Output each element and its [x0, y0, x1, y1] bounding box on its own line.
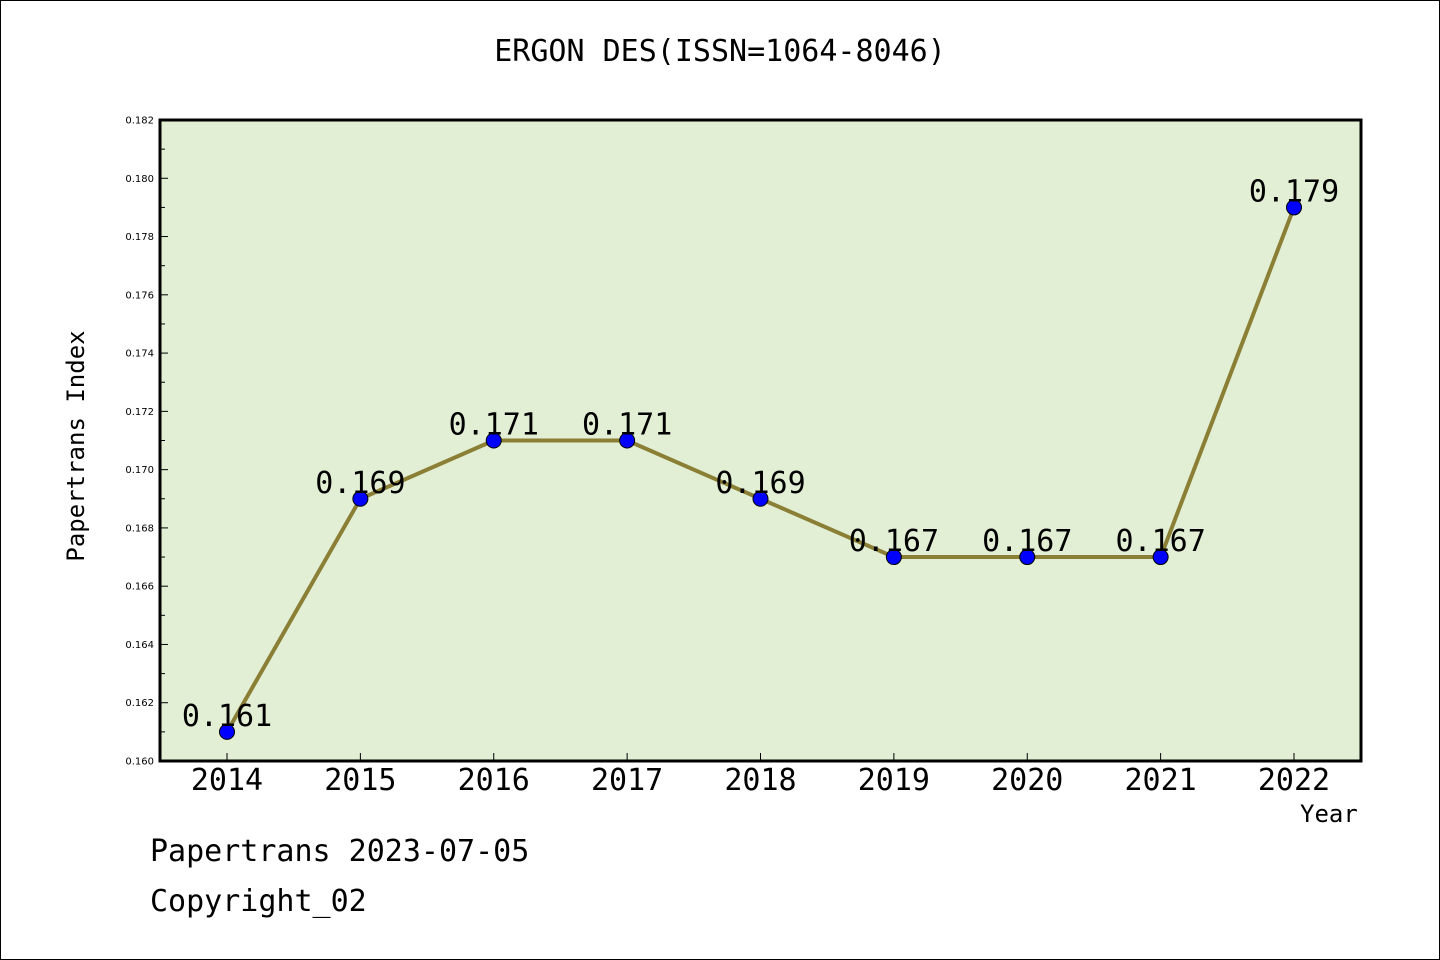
x-tick-label: 2020: [991, 763, 1063, 798]
data-label: 0.167: [982, 524, 1072, 559]
data-point: [1286, 199, 1302, 216]
y-tick-label: 0.174: [125, 349, 154, 360]
chart-title: ERGON DES(ISSN=1064-8046): [494, 34, 946, 69]
data-point: [619, 432, 636, 449]
data-label: 0.169: [715, 466, 805, 501]
data-markers: [219, 199, 1302, 740]
y-tick-label: 0.178: [125, 232, 154, 243]
x-tick-label: 2016: [458, 763, 530, 798]
data-label: 0.171: [449, 408, 539, 443]
data-label: 0.169: [315, 466, 405, 501]
y-tick-label: 0.166: [125, 582, 154, 593]
data-point: [219, 723, 235, 740]
y-tick-label: 0.182: [125, 116, 154, 127]
x-axis-label: Year: [1300, 800, 1358, 828]
y-tick-label: 0.180: [125, 174, 154, 185]
x-tick-label: 2022: [1258, 763, 1330, 798]
y-axis: 0.160 0.162 0.164 0.166 0.168 0.170 0.172 0.174…: [125, 116, 168, 768]
plot-area: [158, 118, 1363, 763]
data-label: 0.171: [582, 408, 672, 443]
x-tick-label: 2014: [191, 763, 263, 798]
data-point: [485, 432, 502, 449]
y-tick-label: 0.160: [125, 757, 154, 768]
y-tick-label: 0.172: [125, 407, 154, 418]
x-tick-label: 2019: [858, 763, 930, 798]
y-tick-label: 0.168: [125, 523, 154, 534]
data-labels: 0.161 0.169 0.171 0.171 0.169 0.167 0.167 0.167…: [182, 174, 1339, 733]
data-point: [352, 490, 369, 507]
x-tick-label: 2018: [724, 763, 796, 798]
data-label: 0.167: [1115, 524, 1205, 559]
x-tick-label: 2017: [591, 763, 663, 798]
data-point: [752, 490, 769, 507]
x-tick-label: 2015: [324, 763, 396, 798]
y-axis-label: Papertrans Index: [62, 330, 90, 562]
footer-copyright: Copyright_02: [150, 884, 367, 919]
y-tick-label: 0.170: [125, 465, 154, 476]
data-point: [1152, 549, 1169, 566]
x-tick-label: 2021: [1125, 763, 1197, 798]
data-point: [1019, 549, 1036, 566]
data-point: [885, 549, 902, 566]
y-tick-label: 0.162: [125, 698, 154, 709]
data-label: 0.179: [1249, 174, 1339, 209]
data-label: 0.161: [182, 699, 272, 734]
data-label: 0.167: [849, 524, 939, 559]
y-tick-label: 0.176: [125, 290, 154, 301]
footer-date: Papertrans 2023-07-05: [150, 834, 530, 869]
y-tick-label: 0.164: [125, 640, 154, 651]
x-axis: 2014 2015 2016 2017 2018 2019 2020 2021 2022: [191, 753, 1330, 798]
